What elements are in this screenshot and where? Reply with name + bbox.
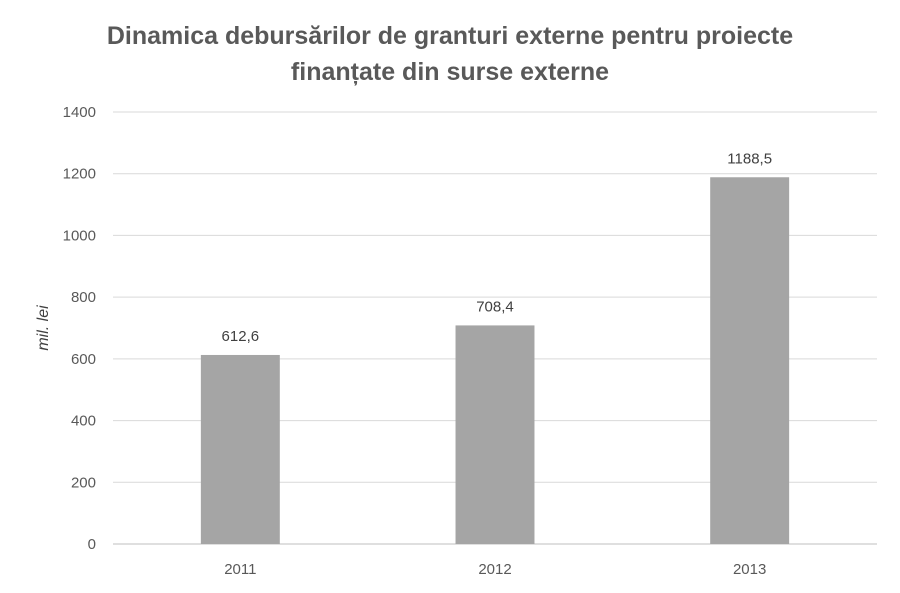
data-label-2012: 708,4 — [476, 298, 514, 315]
x-tick-labels: 2011 2012 2013 — [224, 561, 766, 578]
y-tick-label: 0 — [88, 536, 96, 553]
chart-title-line-1: Dinamica debursărilor de granturi extern… — [106, 22, 794, 50]
x-tick-label: 2012 — [478, 561, 511, 578]
x-tick-label: 2013 — [733, 561, 766, 578]
y-tick-labels: 0 200 400 600 800 1000 1200 1400 — [63, 104, 96, 553]
data-label-2011: 612,6 — [222, 328, 260, 345]
y-tick-label: 800 — [71, 289, 96, 306]
x-tick-label: 2011 — [224, 561, 256, 578]
bar-2012 — [455, 325, 535, 544]
y-tick-label: 200 — [71, 474, 96, 491]
y-tick-label: 400 — [71, 413, 96, 430]
data-labels: 612,6 708,4 1188,5 — [222, 150, 772, 345]
chart-title: Dinamica debursărilor de granturi extern… — [0, 18, 900, 90]
bars — [200, 177, 790, 544]
y-tick-label: 1200 — [63, 166, 96, 183]
y-tick-label: 1400 — [63, 104, 96, 121]
bar-2013 — [710, 177, 790, 544]
bar-2011 — [200, 354, 280, 544]
y-tick-label: 1000 — [63, 227, 96, 244]
y-axis-label: mil. lei — [35, 305, 52, 351]
y-tick-label: 600 — [71, 351, 96, 368]
chart-title-line-2: finanțate din surse externe — [290, 58, 610, 86]
data-label-2013: 1188,5 — [727, 150, 772, 167]
